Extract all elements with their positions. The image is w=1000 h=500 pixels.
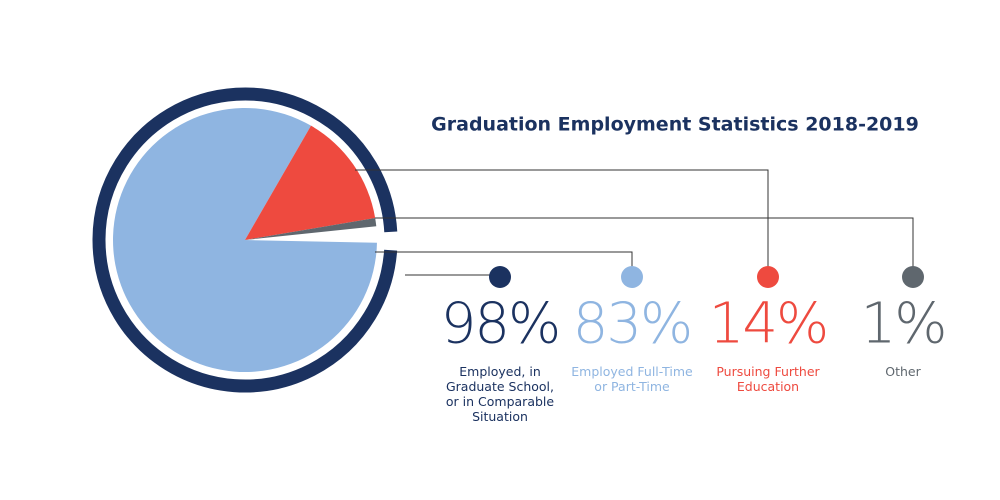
value-label: 98% (441, 291, 559, 356)
value-label: 83% (573, 291, 691, 356)
chart-title: Graduation Employment Statistics 2018-20… (431, 114, 919, 136)
value-label: 14% (709, 291, 827, 356)
marker-dot (757, 266, 779, 288)
category-label: Employed, in Graduate School, or in Comp… (445, 364, 555, 424)
connector (375, 217, 914, 275)
marker-dot (621, 266, 643, 288)
value-label: 1% (861, 291, 946, 356)
pie-slice (245, 125, 376, 240)
category-label: Employed Full-Time or Part-Time (571, 364, 693, 394)
connector (355, 169, 769, 275)
category-label: Other (885, 364, 921, 379)
ring-arc (92, 87, 398, 393)
marker-dot (489, 266, 511, 288)
marker-dot (902, 266, 924, 288)
pie-slice (113, 107, 377, 372)
category-label: Pursuing Further Education (716, 364, 820, 394)
pie-slice (245, 217, 377, 240)
